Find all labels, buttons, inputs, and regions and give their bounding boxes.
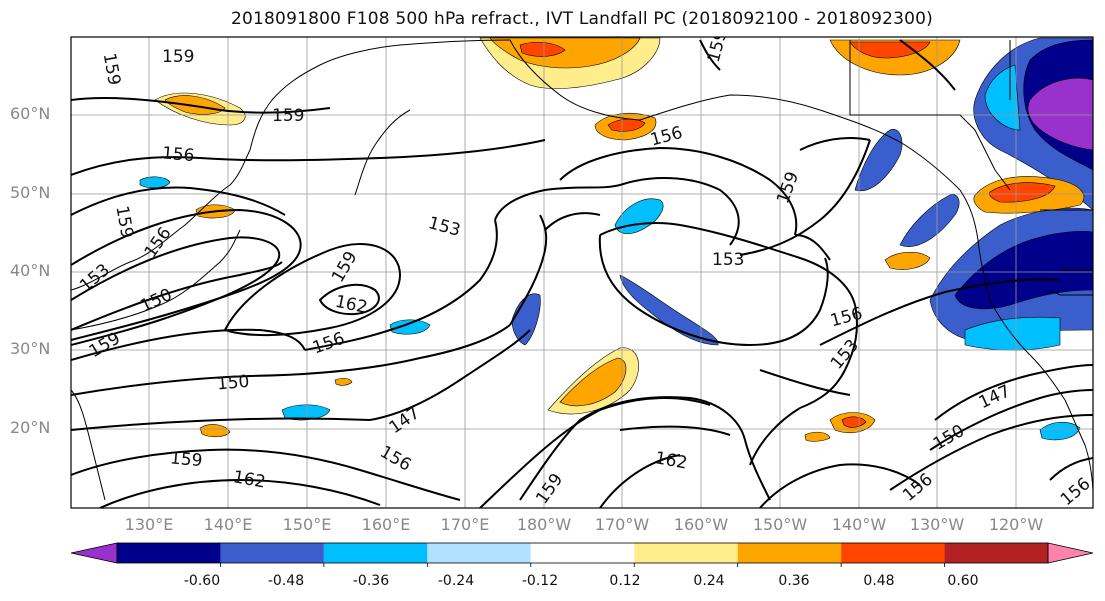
lon-tick-label: 160°W [673,515,729,534]
shade-positive-arctic-red [519,41,566,57]
lon-tick-label: 150°E [282,515,332,534]
shade-positive-alaska-n-core [849,41,931,59]
map-border [70,36,1094,509]
lon-tick-label: 140°W [831,515,887,534]
lon-tick-label: 140°E [203,515,253,534]
colorbar-segment [117,543,221,563]
colorbar-segment [944,543,1048,563]
lat-tick-label: 40°N [10,261,51,280]
shade-positive-hawaii-core [841,416,867,428]
colorbar-label: 0.24 [693,573,725,589]
colorbar-extend-max [1047,542,1094,564]
shade-positive-wpac [199,424,231,438]
colorbar-segment [323,543,428,563]
colorbar-segment [737,543,842,563]
shade-light-blue-4 [389,319,431,335]
colorbar-label: -0.60 [183,573,221,589]
lat-tick-label: 20°N [10,418,51,437]
shade-positive-small-1 [334,377,353,386]
shade-strong-negative-canada [1027,77,1093,151]
colorbar-segment [220,543,324,563]
lon-tick-label: 130°W [909,515,965,534]
lon-tick-label: 180°W [516,515,572,534]
contour-lines [71,39,1093,508]
shade-light-blue-canada [984,64,1021,131]
contour-label: 159 [162,47,194,67]
shade-positive-subtrop-core [559,357,627,407]
colorbar-segment [841,543,945,563]
map-title: 2018091800 F108 500 hPa refract., IVT La… [230,9,933,29]
colorbar-extend-min [70,542,118,564]
lat-tick-label: 30°N [10,339,51,358]
shading-layer [139,37,1093,442]
contour-label: 159 [169,448,203,471]
colorbar-label: 0.36 [778,573,810,589]
colorbar-label: 0.60 [947,573,979,589]
colorbar [70,542,1094,567]
colorbar-label: -0.24 [437,573,475,589]
contour-label: 150 [216,372,250,395]
lon-tick-label: 170°W [594,515,650,534]
coastlines [71,39,1093,501]
lat-tick-label: 60°N [10,104,51,123]
colorbar-border [116,542,1049,564]
shade-negative-central-2 [619,274,719,346]
colorbar-label: -0.36 [352,573,390,589]
colorbar-segment [427,543,531,563]
colorbar-label: 0.12 [609,573,641,589]
contour-label: 159 [272,106,304,126]
lat-tick-label: 50°N [10,183,51,202]
colorbar-label: -0.12 [521,573,559,589]
contour-label: 153 [712,250,744,270]
lon-tick-label: 150°W [752,515,808,534]
lon-tick-label: 130°E [124,515,174,534]
shade-positive-ca [884,251,931,270]
lon-tick-label: 120°W [988,515,1044,534]
shade-light-blue-1 [139,176,171,189]
lon-tick-label: 170°E [440,515,490,534]
colorbar-segment [634,543,738,563]
shade-light-blue-westcoast [964,316,1061,351]
shade-positive-japan-core [164,95,226,115]
shade-negative-westcoast-core [954,230,1093,310]
colorbar-label: -0.48 [267,573,305,589]
lon-tick-label: 160°E [361,515,411,534]
shade-light-blue-2 [281,404,331,421]
shade-negative-bc [899,194,960,247]
shade-positive-bering-core [607,118,646,132]
colorbar-label: 0.48 [863,573,895,589]
shade-light-blue-3 [1039,421,1081,441]
contour-label: 156 [161,143,195,166]
colorbar-segment [530,543,635,563]
shade-negative-alaska [854,129,903,192]
shade-positive-small-2 [804,431,831,442]
